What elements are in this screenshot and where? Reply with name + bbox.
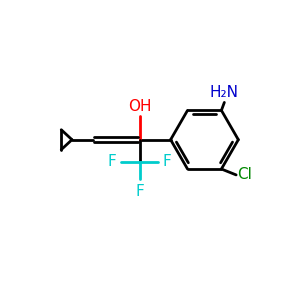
Text: Cl: Cl bbox=[238, 167, 253, 182]
Text: F: F bbox=[163, 154, 171, 169]
Text: OH: OH bbox=[128, 99, 152, 114]
Text: H₂N: H₂N bbox=[210, 85, 239, 100]
Text: F: F bbox=[108, 154, 117, 169]
Text: F: F bbox=[135, 184, 144, 199]
